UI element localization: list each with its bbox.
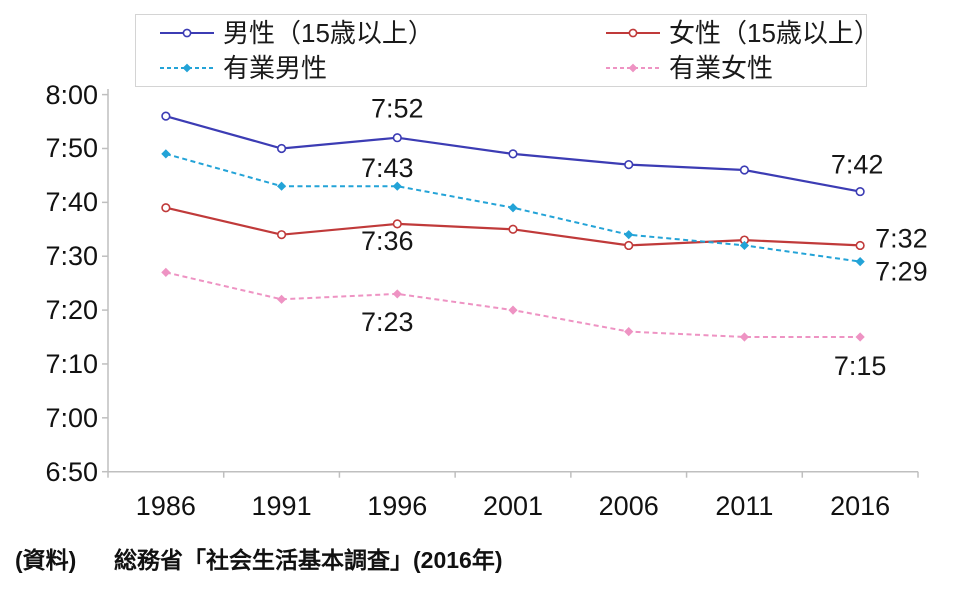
marker-women-1986 <box>161 203 171 213</box>
marker-men-2001 <box>508 149 518 159</box>
marker-women-1991 <box>276 230 287 240</box>
legend-item-women: 女性（15歳以上） <box>604 16 880 50</box>
y-axis-label: 7:00 <box>45 402 98 433</box>
marker-employed-women-2016 <box>855 332 865 342</box>
point-label-men-1996: 7:52 <box>371 94 424 124</box>
marker-employed-women-2011 <box>739 332 750 342</box>
marker-employed-men-1986 <box>161 149 171 159</box>
marker-women-1996 <box>392 219 402 229</box>
marker-women-2001 <box>508 224 518 234</box>
marker-employed-men-2006 <box>624 230 634 240</box>
marker-employed-men-1991 <box>276 181 287 191</box>
y-axis-label: 7:50 <box>45 133 98 164</box>
x-axis-label: 1991 <box>251 491 312 521</box>
marker-employed-men-2011 <box>739 240 750 251</box>
legend-label-employed-men: 有業男性 <box>223 53 328 83</box>
series-line-employed-women <box>165 271 861 338</box>
marker-women-2006 <box>624 240 634 251</box>
y-axis-label: 7:30 <box>45 241 98 272</box>
marker-employed-men-2001 <box>508 203 518 213</box>
marker-men-2011 <box>739 165 750 175</box>
legend-sample-employed-men-line-icon <box>160 63 214 73</box>
marker-employed-women-2001 <box>508 305 518 315</box>
marker-men-1996 <box>392 133 402 143</box>
y-axis-label: 6:50 <box>45 456 98 487</box>
legend-sample-employed-women-line-icon <box>606 63 660 73</box>
legend-marker-employed-women-icon <box>628 63 638 73</box>
x-axis-label: 2011 <box>715 491 774 521</box>
legend-marker-employed-men-icon <box>182 63 192 73</box>
legend-item-employed-women: 有業女性 <box>604 51 773 85</box>
marker-men-2006 <box>624 160 634 170</box>
point-label-employed-men-1996: 7:43 <box>361 153 414 183</box>
legend-label-men: 男性（15歳以上） <box>223 18 434 48</box>
point-label-employed-women-2016: 7:15 <box>834 351 887 381</box>
legend-item-men: 男性（15歳以上） <box>158 16 434 50</box>
x-axis-label: 1986 <box>135 491 196 521</box>
legend-sample-women-line-icon <box>606 28 660 38</box>
y-axis-label: 8:00 <box>45 79 98 110</box>
marker-men-2016 <box>855 186 865 197</box>
marker-employed-women-1991 <box>276 294 287 304</box>
point-label-employed-women-1996: 7:23 <box>361 307 414 337</box>
marker-employed-women-2006 <box>624 327 634 337</box>
y-axis-label: 7:20 <box>45 295 98 326</box>
legend-label-employed-women: 有業女性 <box>669 53 774 83</box>
legend-label-women: 女性（15歳以上） <box>669 18 880 48</box>
legend-item-employed-men: 有業男性 <box>158 51 327 85</box>
source-text: 総務省「社会生活基本調査」(2016年) <box>114 547 503 573</box>
source-note: (資料) 総務省「社会生活基本調査」(2016年) <box>15 541 502 575</box>
marker-men-1986 <box>161 111 171 121</box>
y-axis-label: 7:10 <box>45 348 98 379</box>
point-label-men-2016: 7:42 <box>831 150 884 180</box>
point-label-women-2016: 7:32 <box>875 223 928 253</box>
legend-sample-men-line-icon <box>160 28 214 38</box>
marker-men-1991 <box>276 143 287 154</box>
marker-employed-men-2016 <box>855 257 865 267</box>
legend-marker-women-icon <box>628 28 638 38</box>
marker-employed-women-1996 <box>392 289 402 299</box>
point-label-employed-men-2016: 7:29 <box>875 257 928 287</box>
x-axis-label: 2016 <box>830 491 891 521</box>
marker-employed-women-1986 <box>161 267 171 277</box>
y-axis-label: 7:40 <box>45 187 98 218</box>
marker-women-2016 <box>855 240 865 251</box>
source-prefix: (資料) <box>15 547 77 573</box>
x-axis-label: 2001 <box>482 491 544 521</box>
legend: 男性（15歳以上） 女性（15歳以上） 有業男性 有業女性 <box>135 14 880 87</box>
x-axis-label: 2006 <box>598 491 659 521</box>
marker-employed-men-1996 <box>392 181 402 191</box>
point-label-women-1996: 7:36 <box>361 226 414 256</box>
legend-marker-men-icon <box>182 28 192 38</box>
x-axis-label: 1996 <box>367 491 428 521</box>
